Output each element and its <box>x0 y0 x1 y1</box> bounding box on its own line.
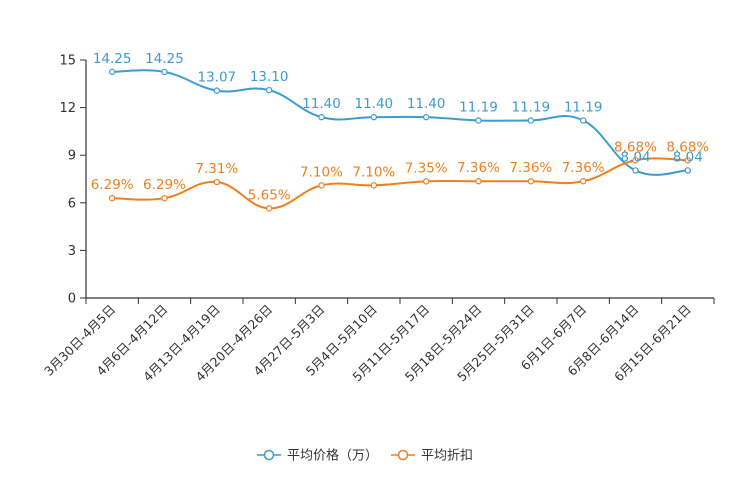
data-point[interactable] <box>579 178 587 185</box>
data-point[interactable] <box>684 167 692 174</box>
data-label: 11.19 <box>459 99 498 115</box>
data-label: 7.36% <box>509 160 552 176</box>
data-point[interactable] <box>527 178 535 185</box>
data-label: 11.19 <box>512 99 551 115</box>
data-label: 6.29% <box>143 177 186 193</box>
data-label: 7.10% <box>300 164 343 180</box>
data-point[interactable] <box>632 157 639 164</box>
legend-circle-marker <box>397 449 409 461</box>
data-point[interactable] <box>632 167 639 174</box>
data-label: 14.25 <box>145 51 184 67</box>
data-point[interactable] <box>213 87 221 94</box>
series-labels: 14.25 14.25 13.07 13.10 11.40 11.40 11.40 11.19… <box>91 51 710 203</box>
data-point[interactable] <box>370 113 378 121</box>
data-label: 8.68% <box>614 139 657 155</box>
data-point[interactable] <box>318 182 325 189</box>
data-label: 7.35% <box>405 160 448 176</box>
data-point[interactable] <box>422 113 430 121</box>
data-label: 14.25 <box>93 51 132 67</box>
series-lines <box>112 69 688 210</box>
data-label: 13.07 <box>198 70 237 86</box>
data-point[interactable] <box>579 117 587 124</box>
data-label: 8.04 <box>673 149 703 165</box>
data-point[interactable] <box>265 205 273 212</box>
legend-label: 平均折扣 <box>421 449 473 464</box>
data-label: 11.40 <box>302 96 341 112</box>
y-tick-label: 12 <box>59 101 76 116</box>
data-label: 11.40 <box>407 96 446 112</box>
data-label: 7.36% <box>457 160 500 176</box>
chart-legend[interactable]: 平均价格（万） 平均折扣 <box>257 448 473 464</box>
data-label: 6.29% <box>91 177 134 193</box>
data-point[interactable] <box>684 157 692 164</box>
data-point[interactable] <box>265 86 273 94</box>
data-point[interactable] <box>422 178 430 185</box>
y-tick-label: 9 <box>68 149 76 164</box>
y-tick-label: 15 <box>59 54 76 69</box>
data-label: 7.31% <box>195 161 238 177</box>
data-point[interactable] <box>370 182 378 189</box>
y-tick-label: 3 <box>68 244 76 259</box>
data-point[interactable] <box>527 117 535 124</box>
legend-circle-marker <box>263 449 275 461</box>
legend-label: 平均价格（万） <box>287 448 378 464</box>
data-point[interactable] <box>108 68 116 76</box>
data-label: 11.19 <box>564 99 603 115</box>
data-point[interactable] <box>318 113 325 121</box>
y-tick-label: 6 <box>68 196 76 211</box>
data-label: 13.10 <box>250 69 289 85</box>
y-tick-label: 0 <box>68 292 76 307</box>
legend-item-1[interactable]: 平均价格（万） <box>257 448 378 464</box>
legend-item-2[interactable]: 平均折扣 <box>391 449 473 464</box>
data-point[interactable] <box>161 68 168 76</box>
series-line-1 <box>112 69 688 176</box>
series-points <box>108 68 692 212</box>
data-label: 7.36% <box>562 160 605 176</box>
data-point[interactable] <box>475 117 482 124</box>
data-label: 5.65% <box>248 187 291 203</box>
data-label: 7.10% <box>352 164 395 180</box>
data-point[interactable] <box>213 178 221 186</box>
data-point[interactable] <box>161 194 168 202</box>
data-point[interactable] <box>108 194 116 202</box>
data-label: 8.04 <box>620 149 650 165</box>
data-label: 11.40 <box>355 96 394 112</box>
data-label: 8.68% <box>666 139 709 155</box>
data-point[interactable] <box>475 178 482 185</box>
